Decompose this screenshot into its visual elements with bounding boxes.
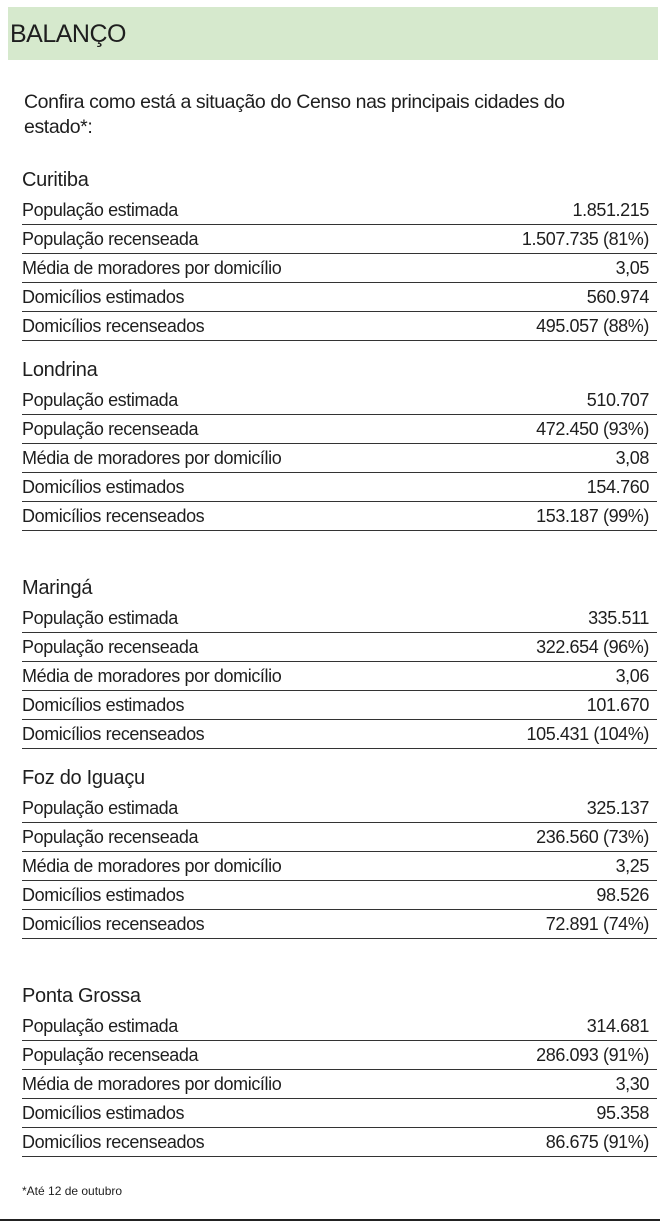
row-label: População estimada xyxy=(22,389,178,410)
row-value: 95.358 xyxy=(596,1102,649,1123)
row-label: Média de moradores por domicílio xyxy=(22,447,282,468)
table-row: População recenseada 286.093 (91%) xyxy=(22,1041,657,1070)
page-title: BALANÇO xyxy=(10,20,126,48)
row-value: 101.670 xyxy=(586,694,650,715)
row-value: 153.187 (99%) xyxy=(536,505,649,526)
table-row: Média de moradores por domicílio 3,08 xyxy=(22,444,657,473)
row-value: 335.511 xyxy=(588,607,649,628)
table-row: Média de moradores por domicílio 3,30 xyxy=(22,1070,657,1099)
row-value: 3,30 xyxy=(615,1073,650,1094)
table-row: População recenseada 472.450 (93%) xyxy=(22,415,657,444)
row-value: 510.707 xyxy=(586,389,650,410)
city-name: Foz do Iguaçu xyxy=(22,767,145,789)
row-label: Domicílios estimados xyxy=(22,476,185,497)
row-label: População recenseada xyxy=(22,228,199,249)
row-value: 472.450 (93%) xyxy=(536,418,649,439)
row-label: Média de moradores por domicílio xyxy=(22,1073,282,1094)
header-band: BALANÇO xyxy=(8,7,658,60)
row-label: População estimada xyxy=(22,199,178,220)
row-label: Domicílios recenseados xyxy=(22,723,205,744)
table-row: Média de moradores por domicílio 3,25 xyxy=(22,852,657,881)
city-section: Maringá População estimada 335.511 Populaçã… xyxy=(22,574,657,749)
row-value: 495.057 (88%) xyxy=(536,315,649,336)
row-value: 314.681 xyxy=(586,1015,650,1036)
row-label: População recenseada xyxy=(22,636,199,657)
city-section: Ponta Grossa População estimada 314.681 Pop… xyxy=(22,982,657,1157)
row-label: Domicílios estimados xyxy=(22,884,185,905)
table-row: População estimada 325.137 xyxy=(22,794,657,823)
table-row: População recenseada 322.654 (96%) xyxy=(22,633,657,662)
city-section: Foz do Iguaçu População estimada 325.137 Po… xyxy=(22,764,657,939)
table-row: População recenseada 236.560 (73%) xyxy=(22,823,657,852)
table-row: População estimada 314.681 xyxy=(22,1012,657,1041)
row-label: Domicílios recenseados xyxy=(22,505,205,526)
row-value: 105.431 (104%) xyxy=(526,723,650,744)
table-row: Média de moradores por domicílio 3,06 xyxy=(22,662,657,691)
table-row: Média de moradores por domicílio 3,05 xyxy=(22,254,657,283)
row-label: População estimada xyxy=(22,797,178,818)
row-value: 3,25 xyxy=(615,855,650,876)
table-row: Domicílios estimados 560.974 xyxy=(22,283,657,312)
row-value: 3,08 xyxy=(615,447,650,468)
table-row: Domicílios estimados 95.358 xyxy=(22,1099,657,1128)
city-section: Londrina População estimada 510.707 Populaç… xyxy=(22,356,657,531)
row-label: Domicílios recenseados xyxy=(22,315,205,336)
row-value: 286.093 (91%) xyxy=(536,1044,649,1065)
row-label: Média de moradores por domicílio xyxy=(22,855,282,876)
city-section: Curitiba População estimada 1.851.215 Popul… xyxy=(22,166,657,341)
row-value: 86.675 (91%) xyxy=(545,1131,650,1152)
row-label: População recenseada xyxy=(22,1044,199,1065)
row-label: Domicílios recenseados xyxy=(22,913,205,934)
row-value: 72.891 (74%) xyxy=(545,913,650,934)
row-value: 3,05 xyxy=(615,257,650,278)
row-value: 154.760 xyxy=(586,476,650,497)
row-label: População estimada xyxy=(22,1015,178,1036)
table-row: População estimada 510.707 xyxy=(22,386,657,415)
row-value: 3,06 xyxy=(615,665,650,686)
row-label: População estimada xyxy=(22,607,178,628)
table-row: Domicílios recenseados 153.187 (99%) xyxy=(22,502,657,531)
row-label: População recenseada xyxy=(22,418,199,439)
row-label: Domicílios recenseados xyxy=(22,1131,205,1152)
table-row: População estimada 335.511 xyxy=(22,604,657,633)
intro-text: Confira como está a situação do Censo na… xyxy=(24,91,565,138)
table-row: Domicílios recenseados 105.431 (104%) xyxy=(22,720,657,749)
row-value: 322.654 (96%) xyxy=(536,636,649,657)
table-row: Domicílios estimados 154.760 xyxy=(22,473,657,502)
table-row: Domicílios estimados 101.670 xyxy=(22,691,657,720)
row-value: 236.560 (73%) xyxy=(536,826,649,847)
city-name: Ponta Grossa xyxy=(22,985,141,1007)
row-value: 1.507.735 (81%) xyxy=(521,228,649,249)
table-row: Domicílios recenseados 72.891 (74%) xyxy=(22,910,657,939)
table-row: Domicílios recenseados 495.057 (88%) xyxy=(22,312,657,341)
row-label: Domicílios estimados xyxy=(22,694,185,715)
row-label: Média de moradores por domicílio xyxy=(22,665,282,686)
city-name: Curitiba xyxy=(22,169,89,191)
table-row: Domicílios recenseados 86.675 (91%) xyxy=(22,1128,657,1157)
row-label: População recenseada xyxy=(22,826,199,847)
row-value: 325.137 xyxy=(586,797,650,818)
row-label: Média de moradores por domicílio xyxy=(22,257,282,278)
table-row: Domicílios estimados 98.526 xyxy=(22,881,657,910)
row-value: 560.974 xyxy=(586,286,650,307)
table-row: População estimada 1.851.215 xyxy=(22,196,657,225)
footnote: *Até 12 de outubro xyxy=(22,1184,123,1198)
table-row: População recenseada 1.507.735 (81%) xyxy=(22,225,657,254)
row-label: Domicílios estimados xyxy=(22,286,185,307)
city-name: Maringá xyxy=(22,577,93,599)
bottom-rule xyxy=(0,1219,660,1221)
city-name: Londrina xyxy=(22,359,98,381)
row-value: 98.526 xyxy=(596,884,649,905)
row-label: Domicílios estimados xyxy=(22,1102,185,1123)
row-value: 1.851.215 xyxy=(572,199,650,220)
